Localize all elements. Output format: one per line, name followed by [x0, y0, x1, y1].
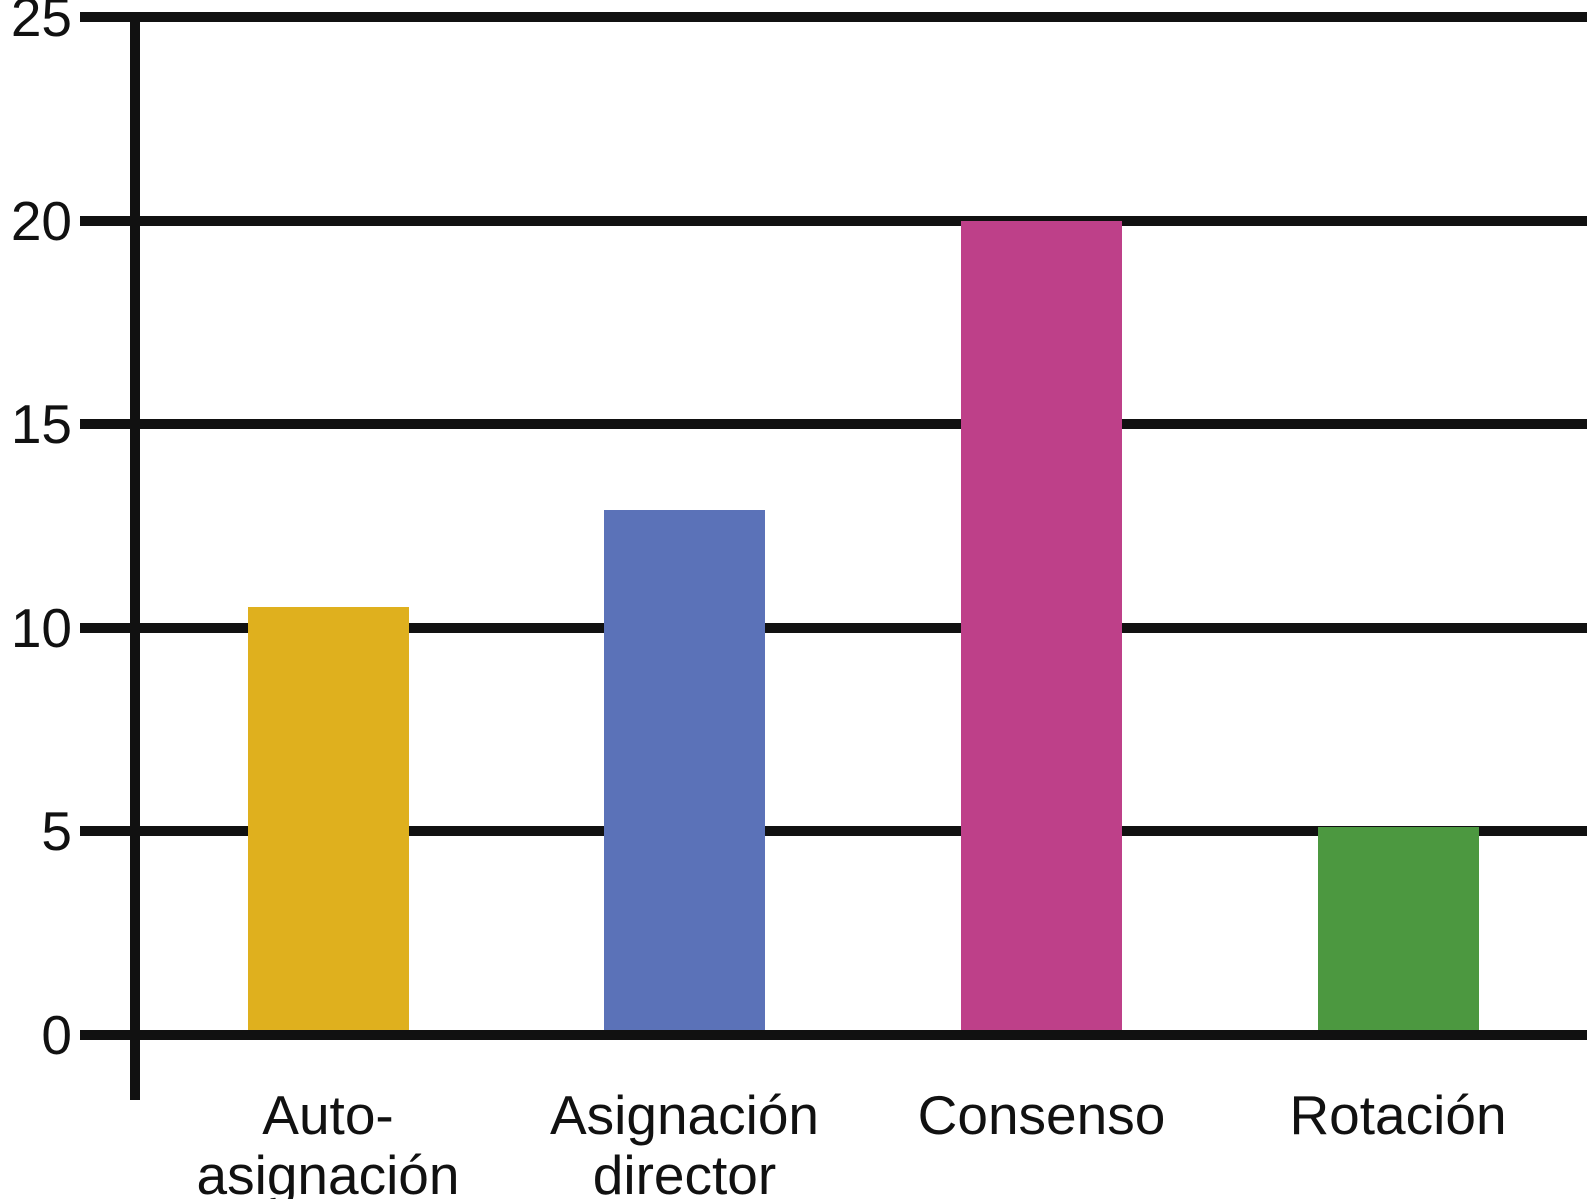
bar-0: [247, 607, 409, 1030]
y-tick-label-10: 10: [10, 596, 72, 659]
y-axis-line: [130, 12, 140, 1100]
gridline-20: [80, 215, 1587, 226]
y-tick-label-15: 15: [10, 393, 72, 456]
bar-2: [961, 220, 1122, 1030]
gridline-10: [80, 622, 1587, 633]
x-category-label-0: Auto- asignación: [196, 1084, 460, 1199]
gridline-0: [80, 1030, 1587, 1040]
bar-1: [604, 509, 765, 1030]
x-category-label-2: Consenso: [917, 1084, 1166, 1146]
gridline-5: [80, 826, 1587, 837]
y-tick-label-0: 0: [41, 1004, 72, 1066]
x-category-label-1: Asignación director: [549, 1084, 820, 1199]
x-category-label-3: Rotación: [1289, 1084, 1507, 1146]
gridline-25: [80, 12, 1587, 22]
y-tick-label-25: 25: [10, 0, 72, 48]
y-tick-label-5: 5: [41, 800, 72, 863]
gridline-15: [80, 419, 1587, 430]
y-tick-label-20: 20: [10, 189, 72, 252]
bar-3: [1317, 827, 1479, 1030]
